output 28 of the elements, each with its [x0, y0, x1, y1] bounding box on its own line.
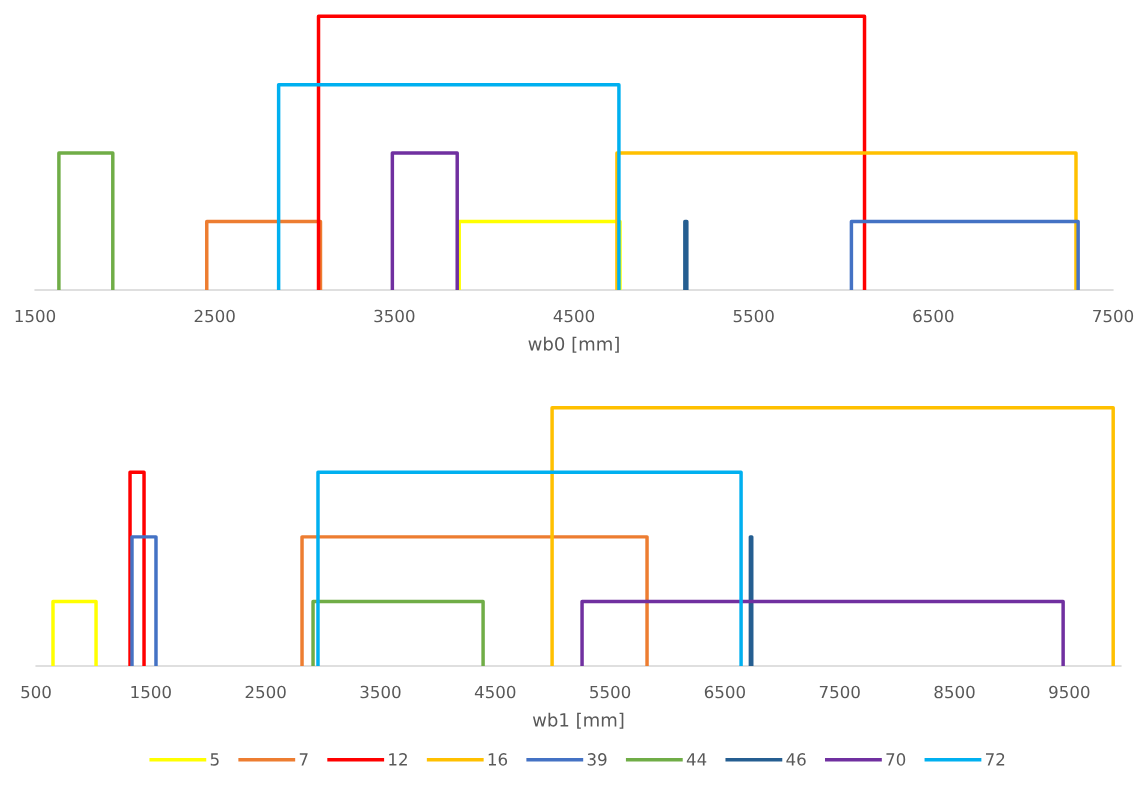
legend-label: 7	[299, 753, 308, 766]
x-tick-label: 3500	[374, 309, 415, 323]
x-tick-label: 7500	[1093, 309, 1134, 323]
x-tick-label: 3500	[360, 685, 401, 699]
legend-label: 39	[587, 753, 607, 766]
x-axis-title: wb1 [mm]	[532, 712, 624, 729]
x-tick-label: 1500	[131, 685, 171, 699]
legend-label: 44	[686, 753, 707, 766]
legend-label: 12	[389, 753, 407, 766]
x-tick-label: 6500	[913, 309, 954, 323]
x-tick-label: 6500	[704, 685, 745, 699]
x-tick-label: 4500	[553, 309, 595, 323]
x-tick-label: 7500	[819, 685, 860, 699]
x-tick-label: 1500	[15, 309, 56, 323]
legend-label: 46	[786, 753, 806, 766]
x-tick-label: 500	[21, 685, 51, 699]
x-tick-label: 5500	[733, 309, 774, 323]
x-tick-label: 8500	[934, 685, 975, 699]
legend-label: 16	[488, 753, 508, 766]
x-tick-label: 2500	[194, 309, 235, 323]
x-axis-title: wb0 [mm]	[528, 336, 619, 353]
x-tick-label: 4500	[474, 685, 516, 699]
x-tick-label: 2500	[245, 685, 286, 699]
x-tick-label: 5500	[590, 685, 631, 699]
x-tick-label: 9500	[1049, 685, 1090, 699]
legend-label: 5	[210, 753, 219, 766]
legend-label: 72	[985, 753, 1005, 766]
legend-label: 70	[886, 753, 906, 766]
